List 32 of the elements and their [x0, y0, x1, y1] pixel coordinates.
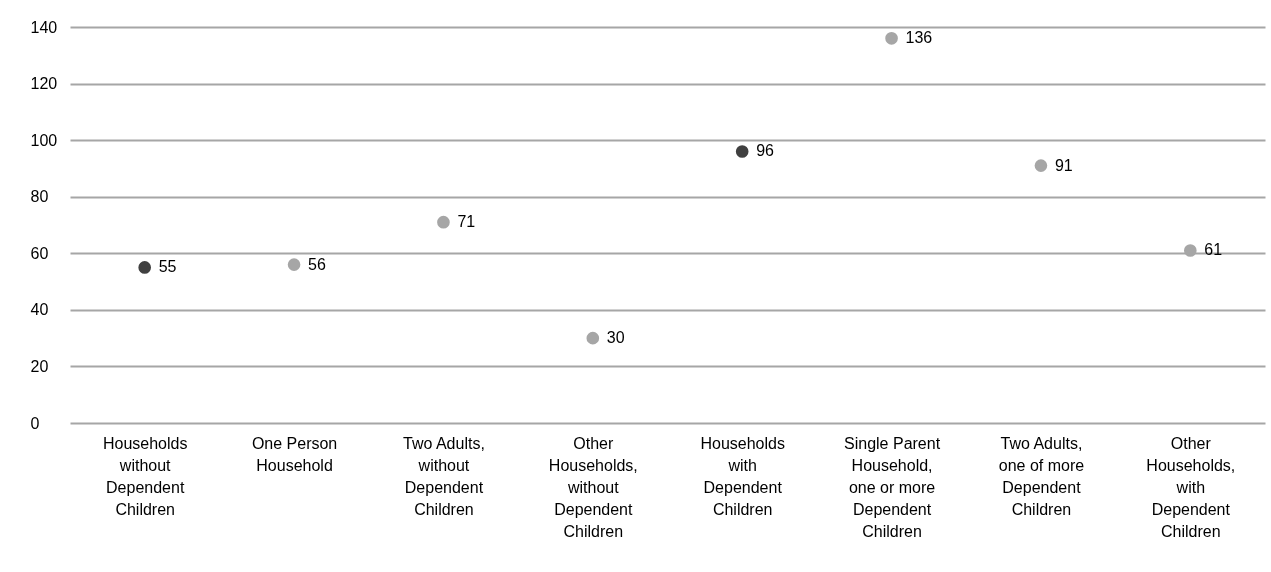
point	[735, 145, 749, 158]
point	[1034, 159, 1048, 172]
point	[138, 261, 152, 274]
y-tick-label: 140	[30, 18, 58, 36]
y-tick-label: 100	[30, 131, 58, 149]
x-tick-label: Single Parent Household, one or more Dependent Children	[844, 434, 941, 540]
x-tick-label: One Person Household	[251, 434, 338, 474]
point	[437, 215, 450, 229]
data-label: 30	[606, 329, 625, 347]
x-tick-label: Two Adults, without Dependent Children	[403, 434, 485, 518]
point	[287, 258, 301, 271]
x-tick-label: Two Adults, one of more Dependent Children	[998, 434, 1085, 518]
data-label: 96	[756, 142, 775, 160]
y-tick-label: 0	[30, 414, 40, 432]
data-label: 56	[308, 255, 326, 273]
data-label: 61	[1204, 241, 1223, 259]
point	[885, 32, 898, 45]
x-tick-label: Households without Dependent Children	[102, 434, 188, 518]
data-label: 55	[158, 258, 177, 276]
y-tick-label: 40	[30, 301, 49, 319]
x-tick-label: Households with Dependent Children	[700, 434, 785, 518]
y-tick-label: 60	[30, 244, 49, 262]
point	[1183, 244, 1197, 257]
y-tick-label: 120	[30, 75, 58, 93]
data-label: 71	[457, 213, 476, 231]
y-tick-label: 80	[30, 188, 49, 206]
point	[586, 331, 600, 345]
x-tick-label: Other Households, without Dependent Children	[548, 434, 638, 540]
data-label: 91	[1054, 156, 1073, 174]
data-label: 136	[905, 29, 933, 47]
y-tick-label: 20	[30, 357, 49, 375]
x-tick-label: Other Households, with Dependent Children	[1146, 434, 1236, 540]
